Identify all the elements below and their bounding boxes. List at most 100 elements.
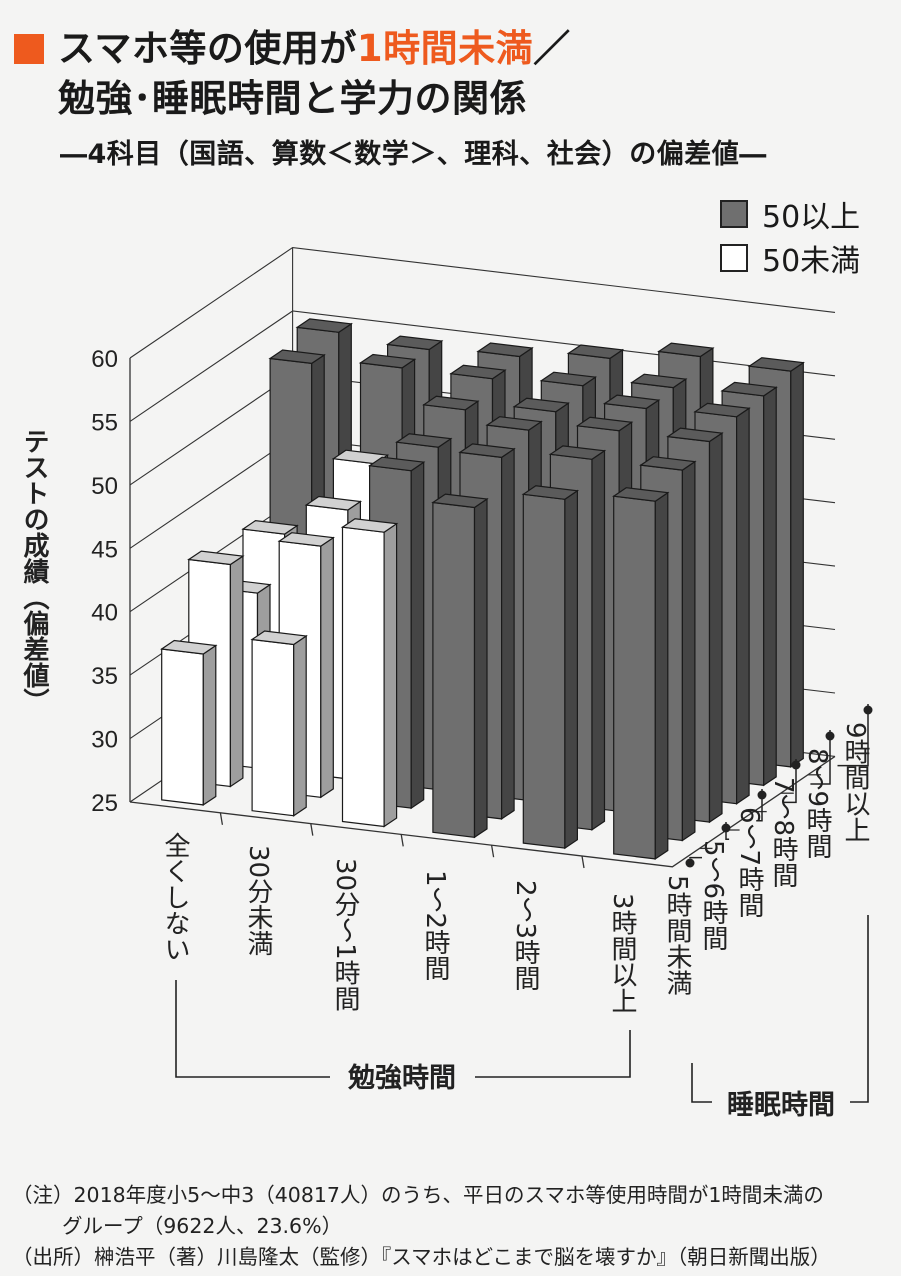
bar-top-face [602, 394, 661, 410]
y-tick-label: 60 [91, 346, 118, 373]
bar [431, 493, 489, 839]
x-tick [581, 855, 585, 869]
bar-top-face [268, 349, 326, 365]
bar-side-face [591, 449, 606, 831]
sleep-tick-label: 7〜8時間 [768, 777, 798, 888]
bar-top-face [693, 402, 751, 418]
x-tick [400, 834, 404, 847]
bar [340, 518, 399, 828]
bar-top-face [720, 381, 778, 397]
sleep-leader-line [783, 759, 797, 804]
title-slash: ／ [533, 27, 571, 70]
bar-top-face [747, 357, 805, 372]
y-tick-label: 40 [91, 600, 118, 627]
bar-side-face [202, 644, 217, 807]
bar-top-face [575, 416, 634, 432]
title-marker-icon [14, 34, 44, 64]
sleep-leader-dot [791, 760, 801, 770]
sleep-leader-dot [685, 858, 695, 868]
bar-top-face [331, 449, 390, 465]
bar-top-face [367, 456, 426, 472]
sleep-leader-line [837, 704, 869, 767]
legend-swatch-icon [720, 200, 748, 228]
legend-swatch-icon [720, 244, 748, 272]
chart-subtitle: ―4科目（国語、算数＜数学＞、理科、社会）の偏差値― [60, 139, 767, 170]
bar-top-face [422, 395, 480, 411]
sleep-tick-label: 5〜6時間 [698, 840, 728, 951]
bar-top-face [458, 443, 516, 459]
x-tick [490, 845, 495, 858]
sleep-tick-label: 5時間未満 [662, 875, 692, 996]
bar-side-face [735, 407, 750, 805]
bar-side-face [564, 489, 579, 850]
bar-top-face [521, 485, 580, 500]
gridline [129, 247, 836, 359]
chart-title: スマホ等の使用が1時間未満／ 勉強･睡眠時間と学力の関係 [14, 24, 894, 124]
bar-top-face [485, 416, 543, 431]
sleep-tick-label: 9時間以上 [840, 722, 870, 843]
x-tick [219, 812, 224, 825]
bar-top-face [431, 493, 489, 509]
bar-top-face [612, 487, 670, 502]
study-tick-label: 3時間以上 [607, 893, 637, 1014]
study-tick-label: 全くしない [160, 832, 190, 962]
sleep-axis-label: 睡眠時間 [727, 1090, 835, 1121]
bar-side-face [681, 460, 696, 842]
bar-top-face [512, 397, 570, 413]
bar-top-face [657, 342, 715, 358]
y-tick-label: 50 [91, 473, 118, 500]
legend-item-above: 50以上 [720, 192, 860, 236]
bar-top-face [449, 364, 507, 380]
bar-front-face [613, 495, 656, 860]
title-line-1: スマホ等の使用が1時間未満／ [14, 24, 894, 74]
y-tick-label: 35 [91, 663, 118, 690]
bracket-line-right [850, 915, 869, 1103]
bar-side-face [654, 491, 669, 861]
bar-top-face [295, 318, 353, 333]
y-tick-label: 45 [91, 536, 118, 563]
bar-top-face [395, 433, 453, 448]
bar-top-face [548, 445, 607, 460]
study-axis-labels: 全くしない 30分未満 30分〜1時間 1〜2時間 2〜3時間 3時間以上 [160, 812, 637, 1014]
sleep-leader-dot [757, 790, 767, 800]
bar-top-face [630, 373, 688, 389]
y-tick-label: 30 [91, 727, 118, 754]
sleep-leader-dot [721, 823, 731, 833]
sleep-leader-line [756, 789, 763, 822]
bar-top-face [250, 630, 308, 646]
legend: 50以上 50未満 [720, 192, 860, 280]
x-tick [310, 823, 314, 836]
bar-front-face [341, 526, 385, 828]
bar-top-face [340, 518, 399, 533]
bracket-line-left [175, 980, 330, 1078]
bar-top-face [241, 519, 299, 535]
bar-side-face [790, 361, 804, 769]
bar-top-face [277, 532, 335, 547]
sleep-tick-label: 6〜7時間 [734, 807, 764, 918]
bar-side-face [763, 386, 777, 787]
bar-top-face [639, 456, 697, 471]
bar [250, 630, 308, 817]
note-1b: グループ（9622人、23.6%） [62, 1214, 343, 1238]
bar-side-face [229, 554, 244, 788]
source-note: （出所）榊浩平（著）川島隆太（監修）『スマホはどこまで脳を壊すか』（朝日新聞出版… [12, 1245, 831, 1269]
bar-top-face [358, 353, 417, 369]
bar-side-face [383, 522, 398, 828]
bar-top-face [385, 335, 444, 351]
study-tick-label: 2〜3時間 [510, 880, 540, 991]
bar-front-face [432, 501, 476, 838]
bar-top-face [304, 495, 363, 511]
sleep-leader-dot [863, 705, 873, 715]
sleep-leader-line [689, 856, 702, 859]
sleep-tick-label: 8〜9時間 [802, 748, 832, 859]
bars [160, 318, 805, 861]
bracket-line-right [475, 1030, 631, 1078]
bracket-line-left [691, 1063, 712, 1103]
bar-side-face [410, 461, 425, 810]
bar-top-face [187, 550, 245, 566]
bar-side-face [501, 447, 515, 821]
bar-top-face [566, 344, 625, 360]
bar-front-face [522, 493, 566, 849]
sleep-leader-dot [825, 731, 835, 741]
